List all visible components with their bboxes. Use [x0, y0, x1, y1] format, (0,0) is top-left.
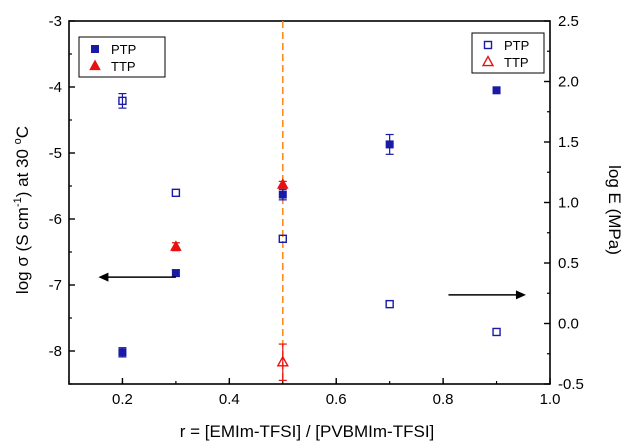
data-point-ptp-left [118, 348, 127, 357]
legend-label: PTP [111, 42, 136, 57]
x-tick-label: 0.6 [326, 391, 347, 408]
data-point-ptp-right [385, 299, 394, 309]
y-left-tick-label: -4 [49, 79, 62, 96]
y-left-tick-label: -8 [49, 343, 62, 360]
y-right-tick-label: 2.5 [558, 13, 579, 30]
legend-marker [481, 55, 495, 67]
data-point-ptp-right [278, 234, 287, 244]
legend-label: TTP [504, 55, 529, 70]
x-axis-title: r = [EMIm-TFSI] / [PVBMIm-TFSI] [180, 422, 435, 441]
y-right-tick-label: 0.0 [558, 316, 579, 333]
data-point-ptp-left [385, 140, 394, 149]
legend-box [471, 32, 545, 74]
data-point-ttp-right [276, 355, 289, 367]
y-right-tick-label: 2.0 [558, 74, 579, 91]
y-left-axis-title: log σ (S cm-1) at 30 oC [12, 126, 32, 294]
data-point-ttp-left [276, 178, 289, 189]
data-point-ttp-left [170, 240, 182, 251]
y-right-tick-label: 1.5 [558, 134, 579, 151]
data-point-ptp-right [492, 327, 501, 337]
data-point-ptp-left [171, 269, 180, 278]
y-right-axis-title: log E (MPa) [605, 165, 624, 255]
legend-marker [89, 59, 101, 71]
y-right-tick-label: -0.5 [558, 376, 584, 393]
x-tick-label: 0.2 [112, 391, 133, 408]
legend-box [78, 36, 166, 78]
legend-label: TTP [111, 59, 136, 74]
data-point-ptp-right [118, 96, 127, 106]
y-left-tick-label: -7 [49, 277, 62, 294]
arrow-head [515, 290, 526, 300]
y-left-tick-label: -6 [49, 211, 62, 228]
x-tick-label: 0.4 [219, 391, 240, 408]
data-point-ptp-left [278, 190, 287, 199]
y-right-tick-label: 0.5 [558, 255, 579, 272]
y-left-tick-label: -5 [49, 145, 62, 162]
x-tick-label: 1.0 [540, 391, 561, 408]
legend-label: PTP [504, 38, 529, 53]
data-point-ptp-right [171, 188, 181, 198]
y-left-tick-label: -3 [49, 13, 62, 30]
legend-left: PTP TTP [78, 36, 166, 78]
legend-marker [91, 45, 99, 53]
legend-right: PTP TTP [471, 32, 545, 74]
arrow-head [98, 272, 109, 282]
x-tick-label: 0.8 [433, 391, 454, 408]
data-point-ptp-left [492, 86, 501, 95]
legend-marker [483, 40, 493, 50]
y-right-tick-label: 1.0 [558, 195, 579, 212]
